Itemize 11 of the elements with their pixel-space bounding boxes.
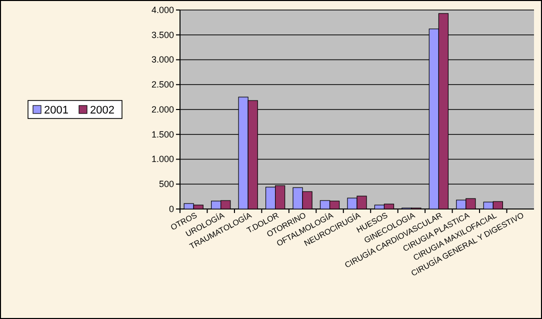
y-tick-label: 3.000 [151,54,174,65]
y-tick-label: 500 [158,179,174,190]
y-tick-label: 0 [168,204,174,214]
y-tick-label: 2.000 [151,104,174,114]
y-tick-label: 4.000 [151,4,174,15]
y-tick-label: 3.500 [151,30,174,40]
legend-label: 2001 [44,104,68,116]
y-tick-label: 1.000 [151,154,174,164]
legend-label: 2002 [90,104,114,116]
y-tick-label: 1.500 [151,129,174,140]
y-tick-label: 2.500 [151,80,174,90]
